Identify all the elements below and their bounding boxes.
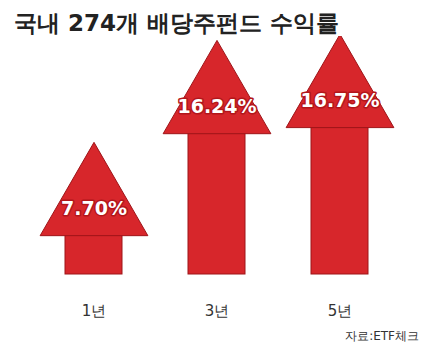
svg-text:7.70%: 7.70%: [61, 197, 127, 219]
svg-text:16.24%: 16.24%: [177, 95, 256, 117]
svg-text:16.75%: 16.75%: [300, 89, 379, 111]
svg-text:3년: 3년: [205, 302, 230, 320]
html-text:국내 274개 배당주펀드 수익률: 국내 274개 배당주펀드 수익률: [14, 10, 339, 36]
svg-text:5년: 5년: [328, 302, 353, 320]
svg-text:1년: 1년: [82, 302, 107, 320]
html-text:자료:ETF체크: 자료:ETF체크: [345, 329, 419, 343]
